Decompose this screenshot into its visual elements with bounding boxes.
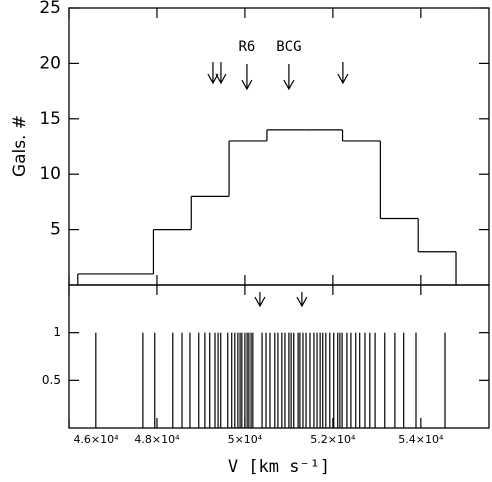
- arrow: [241, 64, 253, 91]
- bottom-frame: [68, 284, 490, 429]
- arrow: [283, 64, 295, 91]
- x-tick-label: 5.4×10⁴: [398, 433, 444, 446]
- y-tick-label: 15: [39, 109, 61, 129]
- arrow: [296, 292, 308, 308]
- arrow: [337, 62, 349, 85]
- y-tick-label: 5: [50, 220, 61, 240]
- y-tick-label: 1: [53, 325, 61, 339]
- x-tick-label: 4.8×10⁴: [134, 433, 180, 446]
- y-tick-label: 25: [39, 0, 61, 18]
- x-axis-label: V [km s⁻¹]: [228, 457, 330, 477]
- x-tick-label: 5.2×10⁴: [310, 433, 356, 446]
- y-tick-label: 10: [39, 164, 61, 184]
- annotation: BCG: [276, 39, 301, 55]
- arrow: [254, 292, 266, 308]
- y-tick-label: 20: [39, 53, 61, 73]
- y-axis-label: Gals. #: [10, 115, 30, 177]
- y-tick-label: 0.5: [42, 373, 61, 387]
- arrow: [207, 62, 219, 85]
- x-tick-label: 4.6×10⁴: [73, 433, 119, 446]
- x-tick-label: 5×10⁴: [228, 433, 263, 446]
- arrow: [215, 62, 227, 85]
- annotation: R6: [239, 39, 256, 55]
